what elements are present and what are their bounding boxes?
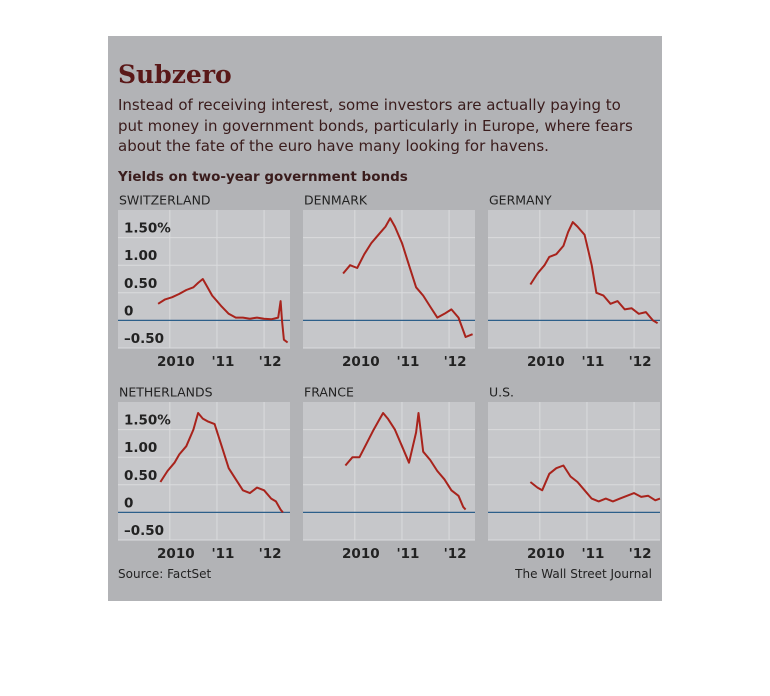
panel-title: GERMANY [489,193,552,208]
y-tick-label: 1.00 [124,248,157,264]
y-tick-label: 1.00 [124,440,157,456]
line [157,278,289,344]
x-tick-label: '12 [629,546,652,562]
x-tick-label: '12 [444,546,467,562]
x-tick-label: '11 [581,546,604,562]
credit: The Wall Street Journal [515,567,652,581]
line [159,412,284,514]
y-tick-label: 1.50% [124,221,171,237]
y-tick-label: 0.50 [124,276,157,292]
title: Subzero [118,60,232,89]
x-tick-label: 2010 [527,546,565,562]
x-tick-label: '12 [259,354,282,370]
line [529,221,659,325]
plot-area [303,402,475,540]
x-tick-label: '12 [629,354,652,370]
source: Source: FactSet [118,567,212,581]
panel-title: U.S. [489,385,514,400]
plot-area [118,210,290,348]
plot-area [488,210,660,348]
x-tick-label: 2010 [157,354,195,370]
line [342,217,473,338]
panel-title: FRANCE [304,385,354,400]
x-tick-label: 2010 [157,546,195,562]
chart-title: Yields on two-year government bonds [118,169,408,185]
x-tick-label: '11 [211,546,234,562]
plot-area [303,210,475,348]
y-tick-label: 0.50 [124,468,157,484]
x-tick-label: 2010 [342,546,380,562]
subtitle: Instead of receiving interest, some inve… [118,96,633,155]
panel-title: DENMARK [304,193,368,208]
panel-title: NETHERLANDS [119,385,213,400]
x-tick-label: '12 [444,354,467,370]
line [344,412,467,511]
x-tick-label: 2010 [342,354,380,370]
y-tick-label: 0 [124,303,133,319]
x-tick-label: '11 [211,354,234,370]
plot-area [118,402,290,540]
x-tick-label: '11 [396,546,419,562]
y-tick-label: 0 [124,495,133,511]
x-tick-label: '11 [396,354,419,370]
x-tick-label: '11 [581,354,604,370]
plot-area [488,402,660,540]
panel-title: SWITZERLAND [119,193,211,208]
x-tick-label: 2010 [527,354,565,370]
y-tick-label: –0.50 [124,331,164,347]
y-tick-label: –0.50 [124,523,164,539]
line [529,464,661,503]
y-tick-label: 1.50% [124,413,171,429]
x-tick-label: '12 [259,546,282,562]
